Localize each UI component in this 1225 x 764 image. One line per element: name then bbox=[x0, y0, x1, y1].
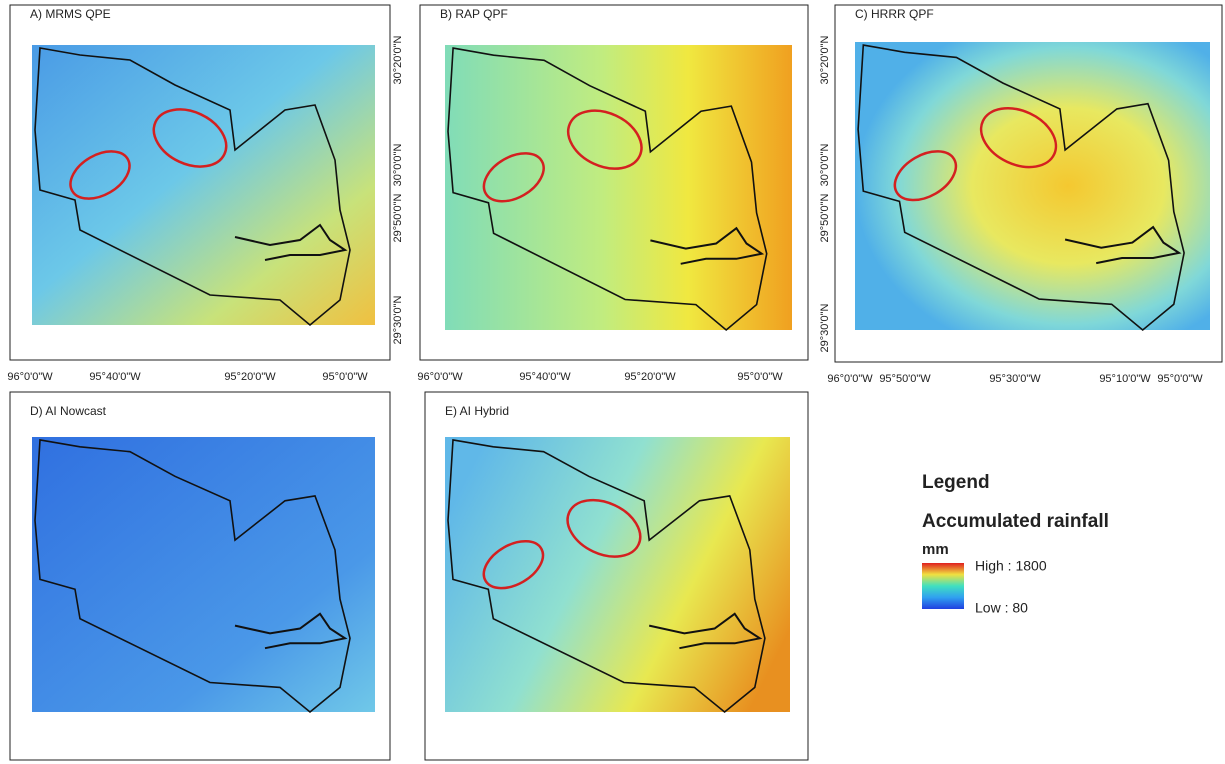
legend-high: High : 1800 bbox=[975, 558, 1047, 574]
highlight-ellipse bbox=[69, 150, 131, 200]
lon-label: 95°10'0"W bbox=[1099, 373, 1151, 385]
lat-label: 29°50'0"N bbox=[819, 193, 831, 242]
lon-label: 95°40'0"W bbox=[89, 371, 141, 383]
panel-title: B) RAP QPF bbox=[440, 7, 508, 21]
highlight-ellipse bbox=[482, 540, 545, 590]
legend-title: Legend bbox=[922, 472, 990, 493]
basin-outline bbox=[34, 47, 351, 327]
lat-label: 29°30'0"N bbox=[819, 303, 831, 352]
highlight-ellipse bbox=[567, 109, 643, 170]
lon-label: 95°0'0"W bbox=[1157, 373, 1203, 385]
lat-label: 30°20'0"N bbox=[819, 35, 831, 84]
lat-label: 29°30'0"N bbox=[392, 295, 404, 344]
rainfall-field bbox=[32, 45, 375, 325]
legend-subtitle: Accumulated rainfall bbox=[922, 511, 1109, 532]
rainfall-field bbox=[32, 437, 375, 712]
legend-unit: mm bbox=[922, 541, 949, 558]
bay-shoreline bbox=[234, 223, 348, 261]
basin-outline bbox=[447, 47, 768, 332]
rainfall-field bbox=[855, 42, 1210, 330]
legend-low: Low : 80 bbox=[975, 600, 1028, 616]
highlight-ellipse bbox=[566, 498, 642, 558]
lon-label: 96°0'0"W bbox=[7, 371, 53, 383]
lon-label: 96°0'0"W bbox=[417, 371, 463, 383]
legend: Legend Accumulated rainfall mm High : 18… bbox=[922, 472, 1109, 616]
lat-label: 30°0'0"N bbox=[392, 144, 404, 187]
highlight-ellipse bbox=[152, 108, 228, 168]
lat-label: 30°0'0"N bbox=[819, 144, 831, 187]
panel-title: C) HRRR QPF bbox=[855, 7, 934, 21]
map-panel: E) AI Hybrid bbox=[424, 391, 809, 761]
highlight-ellipse bbox=[893, 150, 958, 202]
lon-label: 95°40'0"W bbox=[519, 371, 571, 383]
lon-label: 95°50'0"W bbox=[879, 373, 931, 385]
bay-shoreline bbox=[1064, 225, 1182, 265]
lon-label: 95°20'0"W bbox=[224, 371, 276, 383]
rainfall-field bbox=[445, 45, 792, 330]
highlight-ellipse bbox=[482, 152, 545, 203]
basin-outline bbox=[857, 44, 1185, 332]
basin-outline bbox=[34, 438, 351, 714]
panel-title: E) AI Hybrid bbox=[445, 404, 509, 418]
lon-label: 95°20'0"W bbox=[624, 371, 676, 383]
panel-title: A) MRMS QPE bbox=[30, 7, 111, 21]
map-panel: D) AI Nowcast bbox=[9, 391, 391, 761]
bay-shoreline bbox=[234, 612, 348, 650]
lat-label: 30°20'0"N bbox=[392, 35, 404, 84]
lon-label: 95°0'0"W bbox=[737, 371, 783, 383]
lon-label: 96°0'0"W bbox=[827, 373, 873, 385]
lat-label: 29°50'0"N bbox=[392, 193, 404, 242]
map-panel: A) MRMS QPE 96°0'0"W 95°40'0"W 95°20'0"W 95°… bbox=[7, 4, 404, 383]
bay-shoreline bbox=[650, 226, 765, 265]
lon-label: 95°30'0"W bbox=[989, 373, 1041, 385]
map-panel: B) RAP QPF 96°0'0"W 95°40'0"W 95°20'0"W 95°0… bbox=[417, 4, 831, 383]
bay-shoreline bbox=[648, 612, 763, 650]
highlight-ellipse bbox=[979, 107, 1058, 169]
panel-title: D) AI Nowcast bbox=[30, 404, 107, 418]
map-panel: C) HRRR QPF 96°0'0"W 95°50'0"W 95°30'0"W 95°… bbox=[827, 4, 1223, 385]
lon-label: 95°0'0"W bbox=[322, 371, 368, 383]
basin-outline bbox=[447, 438, 766, 714]
color-ramp bbox=[922, 563, 964, 609]
rainfall-field bbox=[445, 437, 790, 712]
